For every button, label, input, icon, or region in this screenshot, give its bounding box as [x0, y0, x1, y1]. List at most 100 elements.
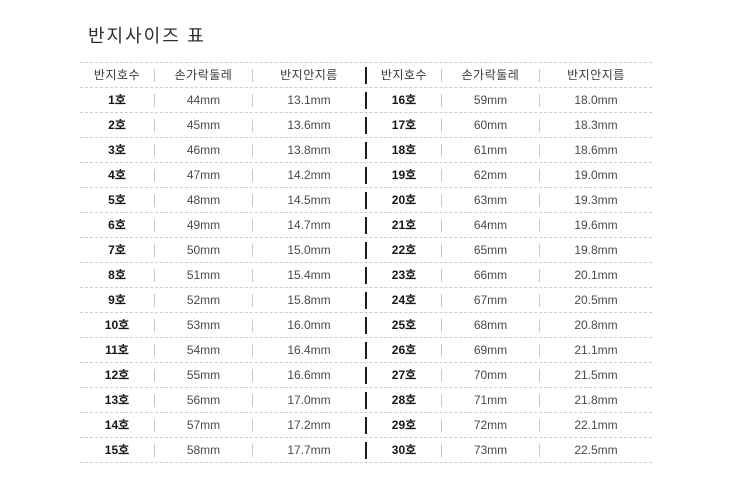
circumference-cell: 58mm: [186, 443, 221, 457]
ring-size-cell: 17호: [391, 118, 417, 132]
column-divider: [252, 318, 253, 332]
column-divider: [154, 318, 155, 332]
diameter-cell: 14.2mm: [287, 168, 331, 182]
diameter-cell: 21.1mm: [574, 343, 618, 357]
circumference-cell: 44mm: [186, 93, 221, 107]
ring-size-cell: 18호: [391, 143, 417, 157]
circumference-cell: 48mm: [186, 193, 221, 207]
column-divider: [154, 343, 155, 357]
column-divider: [441, 168, 442, 182]
column-divider: [441, 193, 442, 207]
ring-size-cell: 15호: [104, 443, 130, 457]
column-divider: [154, 118, 155, 132]
ring-size-cell: 16호: [391, 93, 417, 107]
col-header-circumference: 손가락둘레: [461, 68, 520, 82]
column-divider: [441, 218, 442, 232]
column-divider: [441, 368, 442, 382]
column-divider: [539, 68, 540, 82]
circumference-cell: 53mm: [186, 318, 221, 332]
circumference-cell: 72mm: [473, 418, 508, 432]
column-divider: [539, 268, 540, 282]
table-row: 5호 48mm 14.5mm 20호 63mm 19.3mm: [80, 187, 652, 212]
table-row: 3호 46mm 13.8mm 18호 61mm 18.6mm: [80, 137, 652, 162]
column-divider: [154, 368, 155, 382]
column-divider: [441, 443, 442, 457]
circumference-cell: 73mm: [473, 443, 508, 457]
column-divider: [539, 368, 540, 382]
column-divider: [252, 293, 253, 307]
diameter-cell: 15.8mm: [287, 293, 331, 307]
circumference-cell: 68mm: [473, 318, 508, 332]
ring-size-cell: 19호: [391, 168, 417, 182]
table-row: 11호 54mm 16.4mm 26호 69mm 21.1mm: [80, 337, 652, 362]
diameter-cell: 20.1mm: [574, 268, 618, 282]
ring-size-cell: 2호: [108, 118, 126, 132]
table-half-divider: [365, 116, 367, 134]
table-half-divider: [365, 391, 367, 409]
table-half-divider: [365, 441, 367, 459]
circumference-cell: 57mm: [186, 418, 221, 432]
table-row: 8호 51mm 15.4mm 23호 66mm 20.1mm: [80, 262, 652, 287]
ring-size-table: 반지호수 손가락둘레 반지안지름 반지호수 손가락둘레 반지안지름 1호 44mm 13.1mm…: [80, 62, 652, 463]
column-divider: [441, 143, 442, 157]
column-divider: [154, 243, 155, 257]
diameter-cell: 16.6mm: [287, 368, 331, 382]
col-header-diameter: 반지안지름: [280, 68, 338, 82]
col-header-circumference: 손가락둘레: [174, 68, 233, 82]
column-divider: [154, 268, 155, 282]
table-half-divider: [365, 191, 367, 209]
col-header-diameter: 반지안지름: [567, 68, 625, 82]
circumference-cell: 46mm: [186, 143, 221, 157]
table-half-divider: [365, 341, 367, 359]
ring-size-cell: 5호: [108, 193, 126, 207]
ring-size-cell: 10호: [104, 318, 130, 332]
table-half-divider: [365, 66, 367, 84]
column-divider: [539, 93, 540, 107]
table-row: 4호 47mm 14.2mm 19호 62mm 19.0mm: [80, 162, 652, 187]
ring-size-cell: 24호: [391, 293, 417, 307]
ring-size-cell: 21호: [391, 218, 417, 232]
table-row: 13호 56mm 17.0mm 28호 71mm 21.8mm: [80, 387, 652, 412]
ring-size-cell: 11호: [105, 343, 129, 357]
table-half-divider: [365, 141, 367, 159]
table-half-divider: [365, 291, 367, 309]
ring-size-cell: 12호: [104, 368, 130, 382]
column-divider: [154, 418, 155, 432]
column-divider: [252, 118, 253, 132]
column-divider: [441, 118, 442, 132]
circumference-cell: 66mm: [473, 268, 508, 282]
column-divider: [154, 218, 155, 232]
table-half-divider: [365, 91, 367, 109]
column-divider: [539, 418, 540, 432]
table-row: 7호 50mm 15.0mm 22호 65mm 19.8mm: [80, 237, 652, 262]
column-divider: [252, 368, 253, 382]
diameter-cell: 20.5mm: [574, 293, 618, 307]
column-divider: [539, 243, 540, 257]
column-divider: [441, 393, 442, 407]
column-divider: [252, 343, 253, 357]
diameter-cell: 16.0mm: [287, 318, 331, 332]
column-divider: [441, 318, 442, 332]
circumference-cell: 50mm: [186, 243, 221, 257]
ring-size-cell: 25호: [391, 318, 417, 332]
column-divider: [154, 393, 155, 407]
column-divider: [154, 68, 155, 82]
ring-size-cell: 7호: [108, 243, 126, 257]
circumference-cell: 63mm: [473, 193, 508, 207]
diameter-cell: 15.0mm: [287, 243, 331, 257]
diameter-cell: 19.0mm: [574, 168, 618, 182]
ring-size-cell: 30호: [391, 443, 417, 457]
diameter-cell: 21.5mm: [574, 368, 618, 382]
column-divider: [154, 193, 155, 207]
column-divider: [441, 343, 442, 357]
column-divider: [252, 418, 253, 432]
circumference-cell: 71mm: [473, 393, 508, 407]
diameter-cell: 15.4mm: [287, 268, 331, 282]
ring-size-cell: 26호: [391, 343, 417, 357]
column-divider: [441, 418, 442, 432]
ring-size-cell: 27호: [391, 368, 417, 382]
column-divider: [539, 318, 540, 332]
column-divider: [441, 93, 442, 107]
column-divider: [252, 93, 253, 107]
column-divider: [539, 293, 540, 307]
